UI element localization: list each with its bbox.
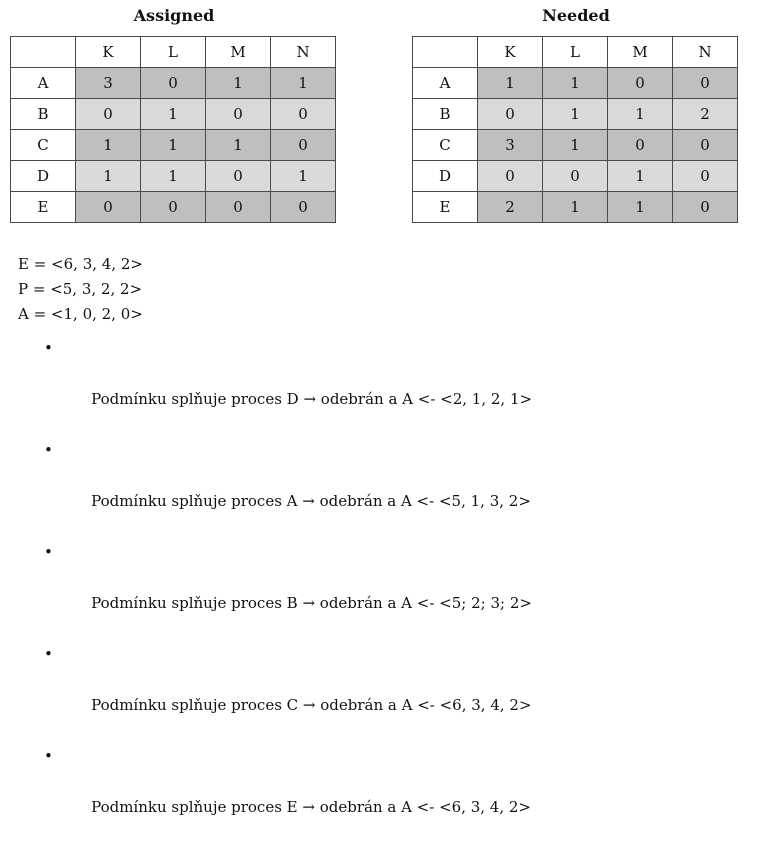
- assigned-cell: 0: [205, 98, 271, 130]
- needed-row-header: D: [412, 160, 478, 192]
- assigned-table: K L M N A 3 0 1 1 B 0 1 0 0 C 1 1 1 0 D …: [10, 36, 336, 223]
- assigned-cell: 1: [75, 160, 141, 192]
- assigned-cell: 1: [205, 67, 271, 99]
- list-item: • Podmínku splňuje proces B → odebrán a …: [40, 540, 532, 642]
- assigned-column-header: N: [270, 36, 336, 68]
- assigned-row-d: D 1 1 0 1: [10, 160, 336, 192]
- vector-p: P = <5, 3, 2, 2>: [18, 280, 143, 298]
- needed-cell: 1: [607, 191, 673, 223]
- assigned-cell: 3: [75, 67, 141, 99]
- needed-row-header: B: [412, 98, 478, 130]
- assigned-cell: 0: [140, 191, 206, 223]
- assigned-cell: 0: [205, 191, 271, 223]
- needed-table: K L M N A 1 1 0 0 B 0 1 1 2 C 3 1 0 0 D …: [412, 36, 738, 223]
- assigned-row-b: B 0 1 0 0: [10, 98, 336, 130]
- needed-row-c: C 3 1 0 0: [412, 129, 738, 161]
- assigned-cell: 1: [205, 129, 271, 161]
- needed-cell: 0: [607, 67, 673, 99]
- assigned-cell: 0: [270, 129, 336, 161]
- assigned-row-header: C: [10, 129, 76, 161]
- needed-corner-cell: [412, 36, 478, 68]
- assigned-row-e: E 0 0 0 0: [10, 191, 336, 223]
- assigned-cell: 0: [270, 98, 336, 130]
- needed-cell: 1: [542, 98, 608, 130]
- needed-row-b: B 0 1 1 2: [412, 98, 738, 130]
- needed-cell: 1: [607, 98, 673, 130]
- assigned-cell: 1: [140, 129, 206, 161]
- assigned-table-title: Assigned: [133, 6, 215, 25]
- assigned-cell: 0: [140, 67, 206, 99]
- resource-vectors: E = <6, 3, 4, 2> P = <5, 3, 2, 2> A = <1…: [18, 252, 143, 327]
- vector-e: E = <6, 3, 4, 2>: [18, 255, 143, 273]
- assigned-header-row: K L M N: [10, 36, 336, 68]
- needed-cell: 0: [477, 160, 543, 192]
- needed-cell: 1: [542, 67, 608, 99]
- needed-row-header: C: [412, 129, 478, 161]
- needed-cell: 0: [672, 191, 738, 223]
- assigned-cell: 1: [270, 160, 336, 192]
- assigned-row-c: C 1 1 1 0: [10, 129, 336, 161]
- needed-cell: 1: [477, 67, 543, 99]
- needed-header-row: K L M N: [412, 36, 738, 68]
- step-text: Podmínku splňuje proces E → odebrán a A …: [91, 798, 531, 816]
- list-item: • Podmínku splňuje proces C → odebrán a …: [40, 642, 532, 744]
- needed-column-header: M: [607, 36, 673, 68]
- needed-cell: 0: [672, 67, 738, 99]
- needed-table-title: Needed: [542, 6, 610, 25]
- assigned-row-header: B: [10, 98, 76, 130]
- needed-row-header: E: [412, 191, 478, 223]
- needed-row-e: E 2 1 1 0: [412, 191, 738, 223]
- assigned-cell: 1: [270, 67, 336, 99]
- needed-row-a: A 1 1 0 0: [412, 67, 738, 99]
- needed-column-header: N: [672, 36, 738, 68]
- needed-cell: 0: [672, 160, 738, 192]
- needed-cell: 2: [672, 98, 738, 130]
- needed-column-header: L: [542, 36, 608, 68]
- needed-cell: 3: [477, 129, 543, 161]
- needed-cell: 2: [477, 191, 543, 223]
- assigned-row-header: E: [10, 191, 76, 223]
- step-text: Podmínku splňuje proces B → odebrán a A …: [91, 594, 532, 612]
- assigned-corner-cell: [10, 36, 76, 68]
- needed-cell: 1: [542, 191, 608, 223]
- assigned-cell: 0: [270, 191, 336, 223]
- assigned-column-header: M: [205, 36, 271, 68]
- list-item: • Podmínku splňuje proces D → odebrán a …: [40, 336, 532, 438]
- needed-cell: 1: [542, 129, 608, 161]
- bullet-icon: •: [44, 645, 53, 663]
- assigned-cell: 1: [75, 129, 141, 161]
- list-item: • Podmínku splňuje proces A → odebrán a …: [40, 438, 532, 540]
- vector-a: A = <1, 0, 2, 0>: [18, 305, 143, 323]
- list-item: • Podmínku splňuje proces E → odebrán a …: [40, 744, 532, 846]
- step-list: • Podmínku splňuje proces D → odebrán a …: [40, 336, 532, 846]
- assigned-cell: 0: [75, 191, 141, 223]
- step-text: Podmínku splňuje proces C → odebrán a A …: [91, 696, 532, 714]
- assigned-column-header: K: [75, 36, 141, 68]
- assigned-row-header: A: [10, 67, 76, 99]
- needed-row-d: D 0 0 1 0: [412, 160, 738, 192]
- needed-column-header: K: [477, 36, 543, 68]
- bullet-icon: •: [44, 543, 53, 561]
- needed-cell: 0: [542, 160, 608, 192]
- assigned-cell: 0: [205, 160, 271, 192]
- assigned-cell: 1: [140, 160, 206, 192]
- needed-cell: 0: [477, 98, 543, 130]
- needed-row-header: A: [412, 67, 478, 99]
- assigned-cell: 0: [75, 98, 141, 130]
- step-text: Podmínku splňuje proces D → odebrán a A …: [91, 390, 533, 408]
- assigned-cell: 1: [140, 98, 206, 130]
- assigned-row-a: A 3 0 1 1: [10, 67, 336, 99]
- needed-cell: 0: [607, 129, 673, 161]
- bullet-icon: •: [44, 339, 53, 357]
- assigned-column-header: L: [140, 36, 206, 68]
- needed-cell: 0: [672, 129, 738, 161]
- needed-cell: 1: [607, 160, 673, 192]
- bullet-icon: •: [44, 747, 53, 765]
- step-text: Podmínku splňuje proces A → odebrán a A …: [91, 492, 531, 510]
- assigned-row-header: D: [10, 160, 76, 192]
- bullet-icon: •: [44, 441, 53, 459]
